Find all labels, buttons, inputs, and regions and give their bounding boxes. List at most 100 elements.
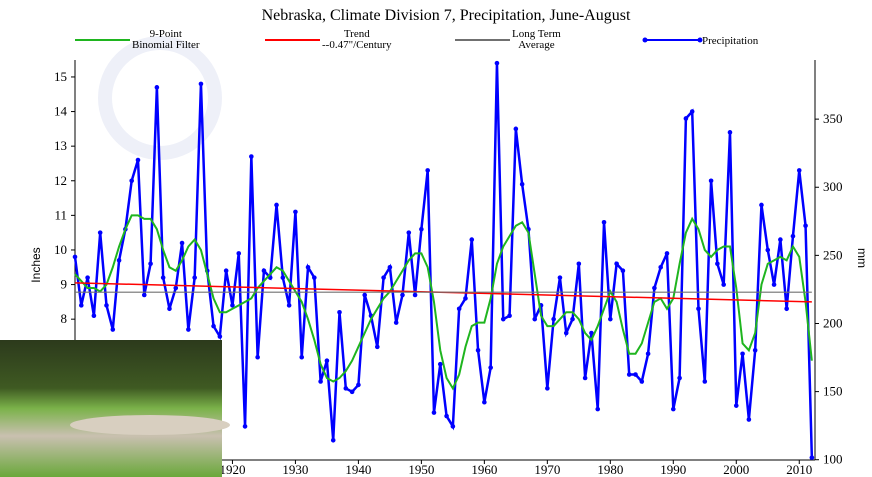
y2-tick-label: 300 (823, 179, 843, 194)
y2-tick-label: 200 (823, 315, 843, 330)
point (362, 292, 368, 298)
x-tick-label: 1950 (408, 462, 434, 477)
point (450, 424, 456, 429)
point (721, 282, 726, 287)
point (778, 237, 783, 242)
point (104, 303, 109, 308)
point (696, 306, 701, 312)
point (494, 60, 500, 66)
point (670, 406, 676, 412)
point (356, 382, 361, 388)
point (601, 219, 607, 225)
point (318, 379, 323, 384)
point (790, 233, 796, 239)
y2-tick-label: 100 (823, 452, 843, 467)
point (715, 261, 720, 267)
point (141, 292, 147, 298)
point (387, 264, 393, 270)
point (116, 258, 122, 263)
point (557, 275, 563, 280)
point (796, 168, 802, 173)
point (576, 261, 582, 267)
point (173, 285, 179, 291)
point (689, 109, 695, 114)
point (286, 303, 292, 308)
point (752, 348, 758, 353)
point (771, 282, 777, 287)
point (280, 275, 286, 280)
point (803, 223, 808, 229)
point (551, 316, 556, 322)
point (563, 330, 569, 336)
point (488, 365, 493, 370)
point (582, 375, 588, 381)
point (249, 154, 254, 159)
x-tick-label: 1990 (660, 462, 686, 477)
point (746, 417, 752, 422)
point (702, 379, 708, 384)
point (110, 327, 116, 332)
x-tick-label: 1980 (597, 462, 623, 477)
y-tick-label: 15 (54, 69, 67, 84)
legend-label: 9-Point Binomial Filter (132, 28, 200, 51)
x-tick-label: 2000 (723, 462, 749, 477)
point (633, 372, 638, 377)
point (626, 372, 632, 377)
point (400, 292, 405, 298)
point (727, 130, 733, 135)
point (733, 403, 739, 408)
y-tick-label: 14 (54, 104, 68, 119)
point (475, 348, 481, 353)
point (469, 237, 475, 242)
point (312, 275, 317, 280)
point (223, 268, 229, 274)
point (179, 240, 185, 246)
point (620, 268, 626, 274)
point (513, 126, 519, 132)
chart-title: Nebraska, Climate Division 7, Precipitat… (262, 7, 631, 24)
point (664, 251, 670, 256)
point (343, 386, 349, 391)
point (507, 313, 512, 319)
point (482, 399, 487, 405)
point (393, 320, 399, 325)
y2-tick-label: 350 (823, 111, 843, 126)
y2-axis-label: mm (855, 248, 869, 268)
y-axis-label: Inches (29, 247, 43, 282)
point (217, 334, 223, 339)
legend-label: Long Term Average (512, 28, 561, 51)
y-tick-label: 13 (54, 138, 67, 153)
point (708, 178, 714, 184)
point (614, 261, 619, 267)
point (500, 316, 506, 322)
point (78, 303, 84, 308)
y-tick-label: 9 (61, 277, 68, 292)
point (431, 410, 437, 415)
y-tick-label: 12 (54, 173, 67, 188)
x-tick-label: 1920 (219, 462, 245, 477)
point (192, 275, 197, 280)
y-tick-label: 8 (61, 311, 68, 326)
point (419, 226, 424, 232)
point (97, 230, 103, 235)
point (412, 292, 418, 298)
legend-marker (697, 37, 703, 43)
point (381, 275, 386, 280)
point (72, 254, 78, 260)
point (589, 330, 594, 336)
legend-label: Precipitation (702, 35, 759, 47)
point (645, 351, 651, 357)
x-tick-label: 1940 (345, 462, 371, 477)
y2-tick-label: 250 (823, 247, 843, 262)
point (437, 361, 443, 367)
point (299, 354, 305, 360)
point (91, 313, 97, 319)
point (545, 386, 550, 391)
point (198, 81, 204, 87)
legend-marker (642, 37, 648, 43)
y2-tick-label: 150 (823, 384, 843, 399)
point (242, 424, 248, 429)
point (129, 178, 134, 184)
